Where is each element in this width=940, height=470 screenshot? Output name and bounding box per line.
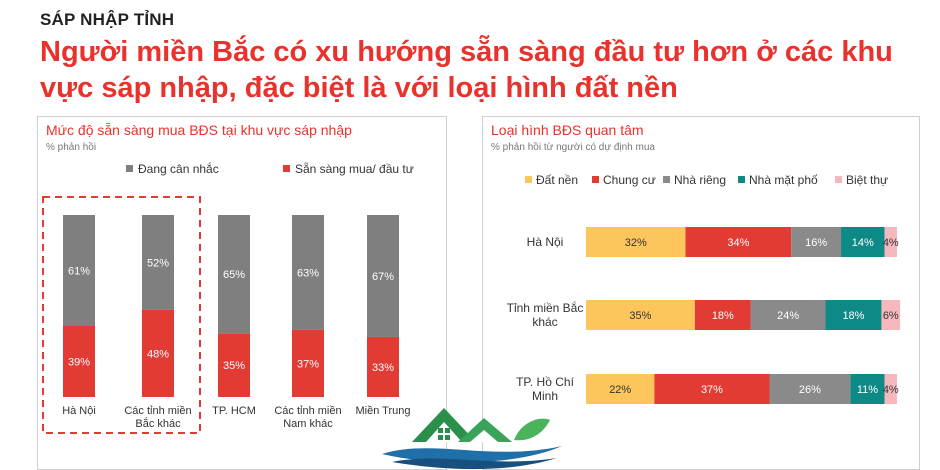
bar-segment [63,326,95,397]
bar-segment [142,309,174,397]
chart-subtitle: % phản hồi từ người có dự định mua [491,141,655,153]
category-label: Miền Trung [355,405,410,417]
data-label: 48% [147,348,169,360]
bar-segment [769,374,851,404]
data-label: 33% [372,362,394,374]
legend-swatch [738,176,745,183]
category-label: Nam khác [283,418,333,430]
chart-title: Loại hình BĐS quan tâm [491,122,644,138]
chart-title: Mức độ sẵn sàng mua BĐS tại khu vực sáp … [46,122,352,138]
bar-segment [884,374,897,404]
data-label: 22% [609,384,631,396]
legend-swatch [592,176,599,183]
bar-segment [694,300,751,330]
data-label: 32% [625,237,647,249]
bar-segment [825,300,882,330]
category-label: Hà Nội [62,405,96,417]
category-label: Các tỉnh miền [274,405,341,417]
readiness-chart: Mức độ sẵn sàng mua BĐS tại khu vực sáp … [42,122,414,434]
data-label: 35% [629,310,651,322]
data-label: 67% [372,271,394,283]
data-label: 35% [223,360,245,372]
data-label: 18% [842,310,864,322]
readiness-chart-panel: Mức độ sẵn sàng mua BĐS tại khu vực sáp … [37,116,447,470]
category-label: khác [532,315,557,329]
data-label: 16% [805,237,827,249]
data-label: 26% [799,384,821,396]
category-label: TP. HCM [212,405,256,417]
bar-segment [586,374,655,404]
bar-segment [142,215,174,310]
data-label: 24% [777,310,799,322]
data-label: 34% [727,237,749,249]
chart-subtitle: % phản hồi [46,141,96,153]
legend-swatch [283,165,290,172]
legend-label: Nhà mặt phố [749,173,818,187]
data-label: 37% [297,358,319,370]
bar-segment [218,215,250,334]
data-label: 11% [857,384,878,396]
category-label: Tỉnh miền Bắc [507,300,584,315]
data-label: 4% [883,384,899,396]
legend-swatch [525,176,532,183]
legend-label: Đang cân nhắc [138,161,219,176]
category-label: Các tỉnh miền [124,405,191,417]
section-kicker: SÁP NHẬP TỈNH [40,10,175,29]
bar-segment [63,215,95,327]
category-label: Minh [532,389,558,403]
bar-segment [218,333,250,397]
legend-swatch [835,176,842,183]
data-label: 14% [852,237,874,249]
bar-segment [586,300,695,330]
property-type-chart: Loại hình BĐS quan tâm % phản hồi từ ngườ… [491,122,901,404]
brand-logo-icon [382,408,562,470]
bar-segment [654,374,770,404]
data-label: 65% [223,269,245,281]
data-label: 52% [147,257,169,269]
data-label: 18% [712,310,734,322]
bar-segment [586,227,686,257]
legend-label: Chung cư [603,173,656,187]
bar-segment [685,227,792,257]
bar-segment [367,215,399,337]
legend-label: Đất nền [536,173,578,187]
data-label: 4% [883,237,899,249]
legend-label: Biệt thự [846,173,888,187]
data-label: 6% [883,310,899,322]
category-label: Bắc khác [135,417,181,430]
bar-segment [881,300,901,330]
bar-segment [292,329,324,397]
legend-swatch [126,165,133,172]
bar-segment [841,227,885,257]
bar-segment [850,374,885,404]
page-headline: Người miền Bắc có xu hướng sẵn sàng đầu … [40,36,893,104]
data-label: 63% [297,267,319,279]
bar-segment [750,300,826,330]
bar-segment [884,227,897,257]
data-label: 61% [68,266,90,278]
data-label: 37% [701,384,723,396]
bar-segment [367,336,399,397]
category-label: Hà Nội [527,235,564,249]
legend-label: Sẵn sàng mua/ đầu tư [295,161,414,176]
highlight-box [42,196,201,434]
data-label: 39% [68,357,90,369]
bar-segment [791,227,842,257]
legend-label: Nhà riêng [674,173,726,187]
legend-swatch [663,176,670,183]
category-label: TP. Hồ Chí [516,375,574,389]
bar-segment [292,215,324,330]
